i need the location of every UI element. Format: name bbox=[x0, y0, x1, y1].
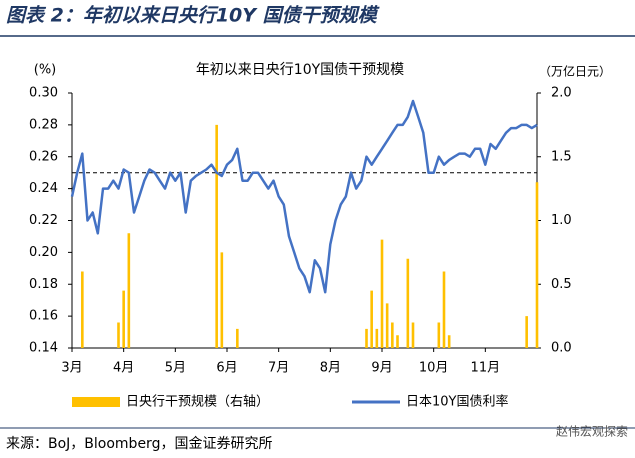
legend-label: 日本10Y国债利率 bbox=[406, 394, 508, 410]
bar bbox=[375, 328, 379, 348]
bar bbox=[81, 271, 84, 348]
y2-tick-label: 1.0 bbox=[551, 213, 572, 228]
y2-tick-label: 0.0 bbox=[551, 341, 572, 356]
watermark: 赵伟宏观探索 bbox=[556, 424, 628, 439]
y-tick-label: 0.22 bbox=[29, 213, 58, 228]
x-tick-label: 10月 bbox=[419, 361, 449, 376]
bar bbox=[380, 239, 384, 348]
bar bbox=[391, 322, 394, 348]
x-tick-label: 7月 bbox=[268, 361, 289, 376]
y-tick-label: 0.18 bbox=[29, 277, 58, 292]
bar bbox=[370, 290, 373, 348]
bar bbox=[535, 182, 539, 348]
bar bbox=[122, 290, 125, 348]
y-tick-label: 0.20 bbox=[29, 245, 58, 260]
bar bbox=[117, 322, 120, 348]
bar bbox=[127, 233, 131, 348]
bar bbox=[396, 335, 399, 348]
y-axis-label: (%) bbox=[34, 63, 57, 78]
y2-axis-label: （万亿日元） bbox=[539, 64, 611, 79]
bar bbox=[215, 124, 218, 348]
x-tick-label: 8月 bbox=[320, 361, 341, 376]
y-tick-label: 0.28 bbox=[29, 117, 58, 132]
y2-tick-label: 1.5 bbox=[551, 149, 572, 164]
x-tick-label: 11月 bbox=[471, 361, 501, 376]
chart-title: 年初以来日央行10Y国债干预规模 bbox=[196, 61, 404, 78]
bar bbox=[411, 322, 415, 348]
x-tick-label: 3月 bbox=[61, 361, 82, 376]
y-tick-label: 0.26 bbox=[29, 149, 58, 164]
bar bbox=[525, 316, 528, 348]
x-tick-label: 9月 bbox=[371, 361, 392, 376]
y-tick-label: 0.30 bbox=[29, 86, 58, 101]
bar bbox=[236, 328, 239, 348]
y2-tick-label: 2.0 bbox=[551, 86, 572, 101]
bar bbox=[220, 252, 224, 348]
x-tick-label: 4月 bbox=[113, 361, 134, 376]
line bbox=[70, 99, 538, 294]
bar bbox=[442, 271, 446, 348]
x-tick-label: 5月 bbox=[165, 361, 186, 376]
y2-tick-label: 0.5 bbox=[551, 277, 572, 292]
y-tick-label: 0.14 bbox=[29, 341, 58, 356]
bar bbox=[437, 322, 441, 348]
y-tick-label: 0.24 bbox=[29, 181, 58, 196]
page-title: 图表 2：年初以来日央行10Y 国债干预规模 bbox=[6, 5, 381, 27]
source: 来源：BoJ，Bloomberg，国金证券研究所 bbox=[6, 436, 272, 452]
bar bbox=[447, 335, 451, 348]
bar bbox=[406, 258, 410, 348]
bar bbox=[365, 328, 368, 348]
bar bbox=[385, 303, 389, 348]
legend-label: 日央行干预规模（右轴） bbox=[126, 395, 269, 410]
x-tick-label: 6月 bbox=[216, 361, 237, 376]
legend-swatch bbox=[72, 397, 120, 407]
y-tick-label: 0.16 bbox=[29, 309, 58, 324]
